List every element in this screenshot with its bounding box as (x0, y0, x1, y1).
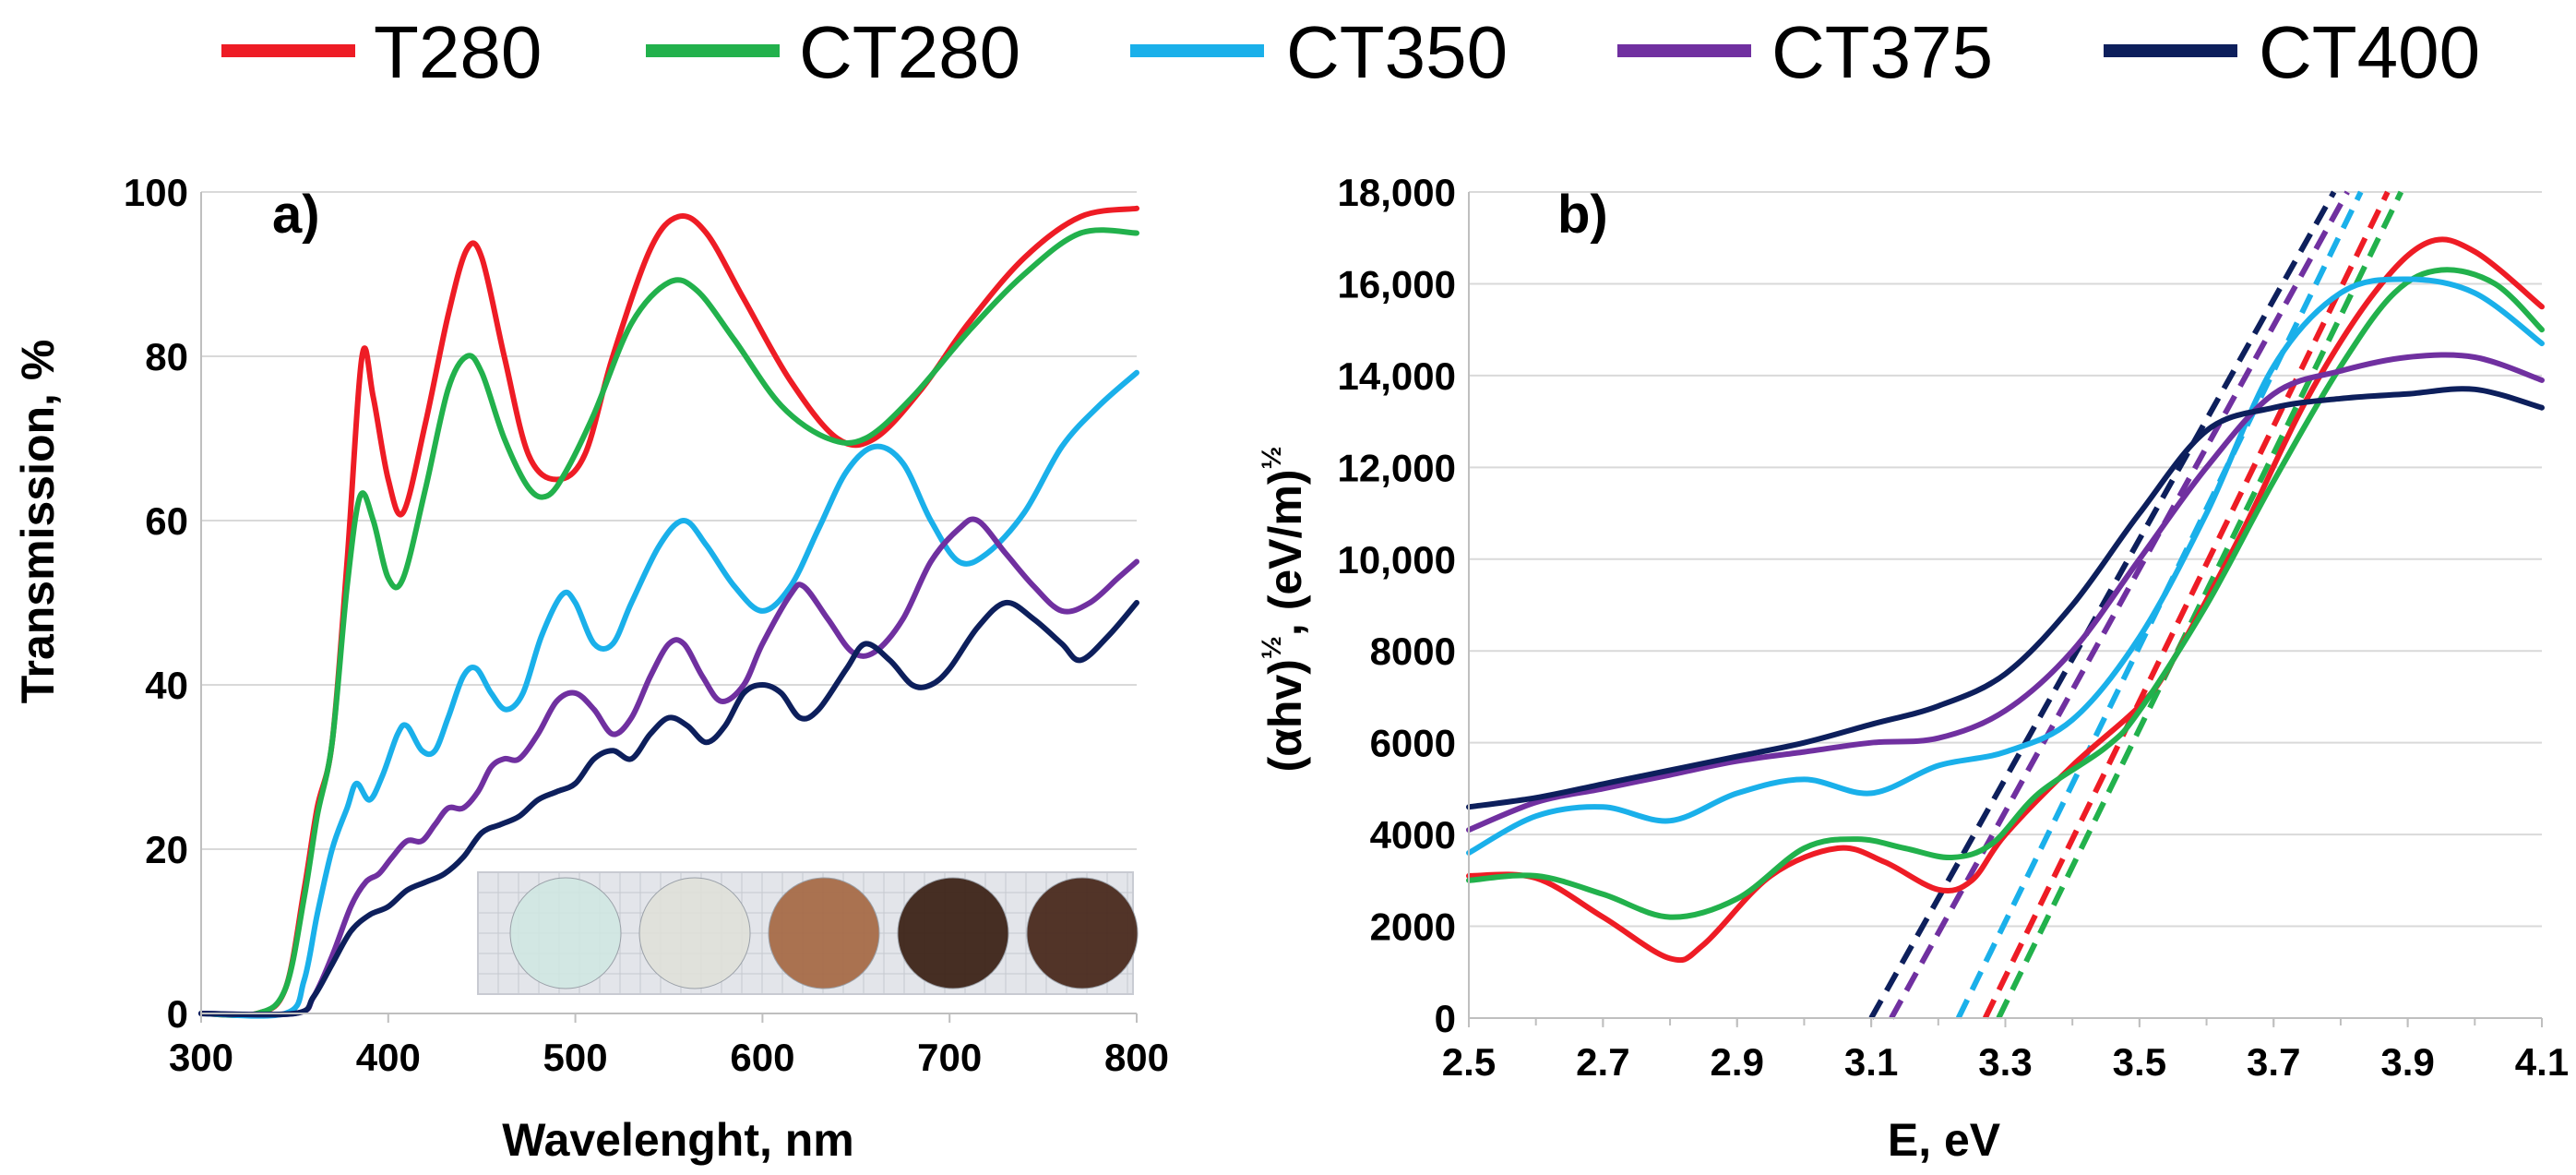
inset-sample-disc-4 (897, 877, 1009, 989)
panel-b-series-ct350 (1466, 276, 2545, 856)
panel-b-tauc-plot: 0 2000 4000 6000 8000 10,000 12,000 14,000 16,00… (1257, 171, 2569, 1166)
panel-a-transmission-chart: 0 20 40 60 80 100 300 400 500 600 700 800 a) Wavele… (12, 171, 1169, 1166)
panel-b-x-tick-3-1: 3.1 (1844, 1040, 1898, 1084)
panel-a-y-tick-0: 0 (167, 992, 188, 1036)
panel-b-series-t280 (1466, 236, 2545, 964)
panel-b-y-tick-14-000: 14,000 (1338, 354, 1456, 398)
panel-a-x-tick-700: 700 (917, 1036, 982, 1079)
legend-label-ct280: CT280 (799, 11, 1020, 93)
panel-b-x-tick-3-9: 3.9 (2380, 1040, 2434, 1084)
legend: T280 CT280 CT350 CT375 CT400 (221, 11, 2480, 93)
panel-b-x-tick-4-1: 4.1 (2515, 1040, 2569, 1084)
panel-b-label: b) (1557, 185, 1608, 245)
panel-b-x-tick-2-9: 2.9 (1711, 1040, 1764, 1084)
legend-entry-ct350: CT350 (1130, 11, 1508, 93)
panel-b-x-tick-3-3: 3.3 (1978, 1040, 2032, 1084)
panel-b-y-title-mid: , (eV/m) (1259, 470, 1311, 637)
panel-b-x-tick-2-5: 2.5 (1442, 1040, 1496, 1084)
panel-a-y-tick-80: 80 (145, 335, 188, 378)
panel-b-series-group (1466, 236, 2545, 964)
panel-a-x-tick-300: 300 (169, 1036, 233, 1079)
panel-a-y-tick-100: 100 (124, 171, 188, 214)
panel-b-series-ct280 (1466, 267, 2545, 920)
panel-a-series-ct375 (198, 516, 1139, 1018)
panel-b-y-tick-16-000: 16,000 (1338, 262, 1456, 306)
panel-b-y-title-main: (αhv) (1259, 659, 1311, 772)
inset-sample-disc-1 (509, 877, 622, 989)
panel-a-y-axis-title: Transmission, % (12, 340, 64, 704)
panel-b-series-ct400 (1466, 386, 2545, 810)
panel-a-series-group (198, 205, 1139, 1019)
panel-b-y-tick-12-000: 12,000 (1338, 446, 1456, 489)
panel-b-x-tick-3-7: 3.7 (2247, 1040, 2300, 1084)
inset-sample-disc-2 (638, 877, 751, 989)
panel-b-tauc-fit-ct375 (1889, 190, 2350, 1020)
panel-b-y-title-sup2: ½ (1257, 446, 1287, 469)
legend-entry-ct280: CT280 (646, 11, 1020, 93)
panel-b-x-tick-2-7: 2.7 (1576, 1040, 1629, 1084)
panel-a-gridlines (201, 191, 1137, 850)
panel-a-x-tick-400: 400 (356, 1036, 421, 1079)
panel-b-x-tick-3-5: 3.5 (2113, 1040, 2166, 1084)
panel-a-y-tick-40: 40 (145, 664, 188, 707)
panel-b-y-tick-18-000: 18,000 (1338, 171, 1456, 214)
panel-a-x-tick-500: 500 (543, 1036, 608, 1079)
panel-b-tauc-fit-t280 (1982, 190, 2391, 1020)
panel-a-series-ct350 (198, 369, 1139, 1019)
panel-a-tick-labels: 0 20 40 60 80 100 300 400 500 600 700 800 (124, 171, 1169, 1079)
panel-b-y-tick-6000: 6000 (1370, 722, 1456, 765)
legend-entry-ct400: CT400 (2104, 11, 2480, 93)
panel-b-y-tick-8000: 8000 (1370, 629, 1456, 673)
panel-b-gridlines (1469, 191, 2542, 928)
panel-a-series-ct400 (198, 599, 1139, 1018)
legend-label-t280: T280 (374, 11, 542, 93)
panel-b-series-ct375 (1466, 352, 2545, 833)
panel-a-x-tick-800: 800 (1104, 1036, 1169, 1079)
panel-b-y-tick-2000: 2000 (1370, 905, 1456, 949)
legend-entry-ct375: CT375 (1617, 11, 1993, 93)
panel-b-y-tick-0: 0 (1435, 997, 1456, 1040)
inset-sample-disc-5 (1026, 877, 1139, 989)
legend-label-ct350: CT350 (1286, 11, 1508, 93)
legend-entry-t280: T280 (221, 11, 542, 93)
legend-label-ct400: CT400 (2259, 11, 2480, 93)
panel-a-x-axis-title: Wavelenght, nm (502, 1114, 854, 1166)
panel-b-y-tick-10-000: 10,000 (1338, 538, 1456, 582)
inset-sample-disc-3 (768, 877, 880, 989)
panel-a-y-tick-20: 20 (145, 828, 188, 871)
panel-b-y-title-sup1: ½ (1257, 636, 1287, 659)
panel-a-label: a) (272, 185, 320, 245)
panel-b-y-axis-title: (αhv)½, (eV/m)½ (1257, 446, 1311, 772)
panel-b-tauc-fit-lines (1868, 190, 2404, 1020)
panel-a-y-tick-60: 60 (145, 499, 188, 543)
panel-b-y-tick-4000: 4000 (1370, 813, 1456, 857)
panel-a-sample-photo-inset (477, 871, 1139, 995)
panel-b-x-axis-title: E, eV (1888, 1114, 2001, 1166)
panel-b-tauc-fit-ct400 (1868, 190, 2337, 1020)
panel-b-tauc-fit-ct280 (1996, 190, 2404, 1020)
panel-a-x-tick-600: 600 (730, 1036, 794, 1079)
legend-label-ct375: CT375 (1771, 11, 1993, 93)
panel-b-tick-labels: 0 2000 4000 6000 8000 10,000 12,000 14,000 16,00… (1338, 171, 2570, 1084)
panel-a-series-ct280 (198, 227, 1139, 1018)
